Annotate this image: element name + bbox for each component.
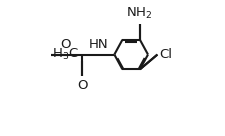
Text: O: O [76, 79, 87, 92]
Text: Cl: Cl [158, 48, 171, 61]
Text: HN: HN [88, 38, 108, 51]
Text: $\mathregular{NH_2}$: $\mathregular{NH_2}$ [126, 6, 153, 21]
Text: O: O [60, 38, 71, 50]
Text: $\mathregular{H_3C}$: $\mathregular{H_3C}$ [52, 47, 78, 62]
